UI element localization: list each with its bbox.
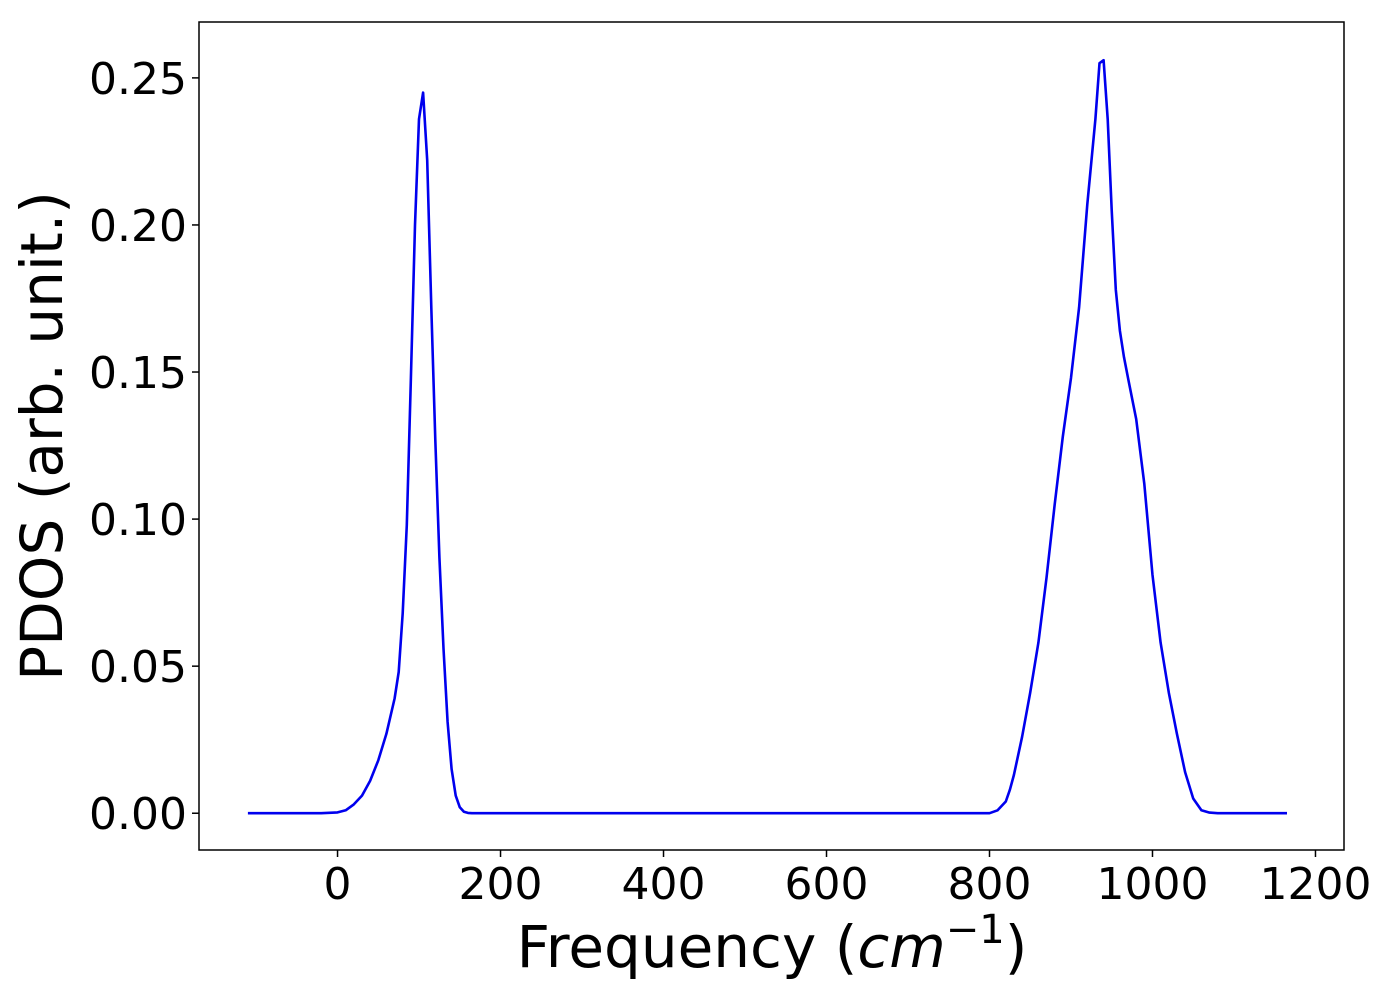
y-tick-label: 0.10 (89, 495, 187, 546)
y-tick-label: 0.20 (89, 201, 187, 252)
y-tick-label: 0.25 (89, 54, 187, 105)
x-tick-label: 600 (785, 859, 869, 910)
x-tick-label: 1200 (1259, 859, 1371, 910)
x-tick-label: 1000 (1096, 859, 1208, 910)
y-tick-label: 0.00 (89, 789, 187, 840)
series-layer (247, 58, 1287, 815)
x-axis-ticks: 0 200 400 600 800 1000 1200 (324, 850, 1371, 910)
y-tick-label: 0.15 (89, 348, 187, 399)
x-tick-label: 400 (622, 859, 706, 910)
pdos-series-line (247, 58, 1287, 815)
plot-frame (198, 21, 1345, 851)
x-tick-label: 0 (324, 859, 352, 910)
x-tick-label: 800 (948, 859, 1032, 910)
x-axis-title-suffix: ) (1005, 913, 1028, 981)
x-axis-title: Frequency (cm−1) (517, 907, 1028, 981)
x-axis-title-prefix: Frequency ( (517, 913, 858, 981)
y-axis-title: PDOS (arb. unit.) (8, 191, 76, 681)
x-axis-title-exponent: −1 (946, 907, 1005, 953)
x-axis-title-unit: cm (857, 913, 945, 981)
y-tick-label: 0.05 (89, 642, 187, 693)
y-axis-ticks: 0.00 0.05 0.10 0.15 0.20 0.25 (89, 54, 199, 840)
x-tick-label: 200 (459, 859, 543, 910)
